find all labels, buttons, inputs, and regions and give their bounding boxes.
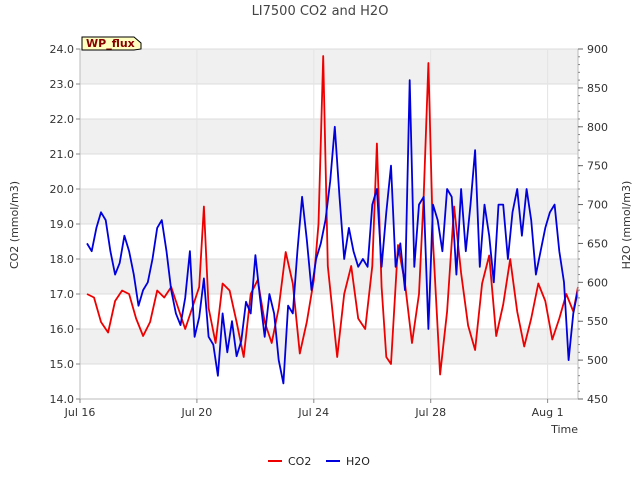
chart-title: LI7500 CO2 and H2O xyxy=(252,4,389,19)
left-tick-label: 22.0 xyxy=(50,113,75,126)
series-layer xyxy=(86,55,579,385)
left-tick-label: 23.0 xyxy=(50,78,75,91)
x-tick-label: Jul 16 xyxy=(64,406,96,419)
x-axis-ticks: Jul 16 Jul 20 Jul 24 Jul 28 Aug 1 xyxy=(64,399,564,419)
right-tick-label: 550 xyxy=(587,315,608,328)
right-tick-label: 500 xyxy=(587,354,608,367)
x-tick-label: Aug 1 xyxy=(532,406,564,419)
right-tick-label: 750 xyxy=(587,160,608,173)
legend: CO2 H2O xyxy=(268,455,370,468)
right-tick-label: 450 xyxy=(587,393,608,406)
x-tick-label: Jul 24 xyxy=(297,406,329,419)
right-tick-label: 800 xyxy=(587,121,608,134)
grid-band xyxy=(80,119,578,154)
left-tick-label: 15.0 xyxy=(50,358,75,371)
right-tick-label: 700 xyxy=(587,199,608,212)
x-axis-label: Time xyxy=(550,423,578,436)
site-badge: WP_flux xyxy=(81,36,142,51)
left-axis-ticks: 14.0 15.0 16.0 17.0 18.0 19.0 20.0 21.0 22.0 23.0… xyxy=(50,43,80,406)
right-y-axis-label: H2O (mmol/m3) xyxy=(620,181,633,270)
left-tick-label: 16.0 xyxy=(50,323,75,336)
left-y-axis-label: CO2 (mmol/m3) xyxy=(8,181,21,269)
left-tick-label: 14.0 xyxy=(50,393,75,406)
x-tick-label: Jul 28 xyxy=(414,406,446,419)
left-tick-label: 18.0 xyxy=(50,253,75,266)
site-badge-label: WP_flux xyxy=(86,37,135,50)
grid-band xyxy=(80,329,578,364)
grid-band xyxy=(80,49,578,84)
right-axis-ticks: 450 500 550 600 650 700 750 800 850 900 xyxy=(578,43,608,406)
x-tick-label: Jul 20 xyxy=(181,406,213,419)
left-tick-label: 21.0 xyxy=(50,148,75,161)
right-tick-label: 600 xyxy=(587,276,608,289)
left-tick-label: 24.0 xyxy=(50,43,75,56)
right-tick-label: 850 xyxy=(587,82,608,95)
series-line-co2 xyxy=(86,55,579,376)
left-tick-label: 20.0 xyxy=(50,183,75,196)
legend-label-h2o: H2O xyxy=(346,455,370,468)
left-tick-label: 17.0 xyxy=(50,288,75,301)
left-tick-label: 19.0 xyxy=(50,218,75,231)
right-tick-label: 650 xyxy=(587,237,608,250)
legend-label-co2: CO2 xyxy=(288,455,311,468)
series-line-h2o xyxy=(86,79,579,385)
right-tick-label: 900 xyxy=(587,43,608,56)
site-badge-shape xyxy=(81,36,142,51)
